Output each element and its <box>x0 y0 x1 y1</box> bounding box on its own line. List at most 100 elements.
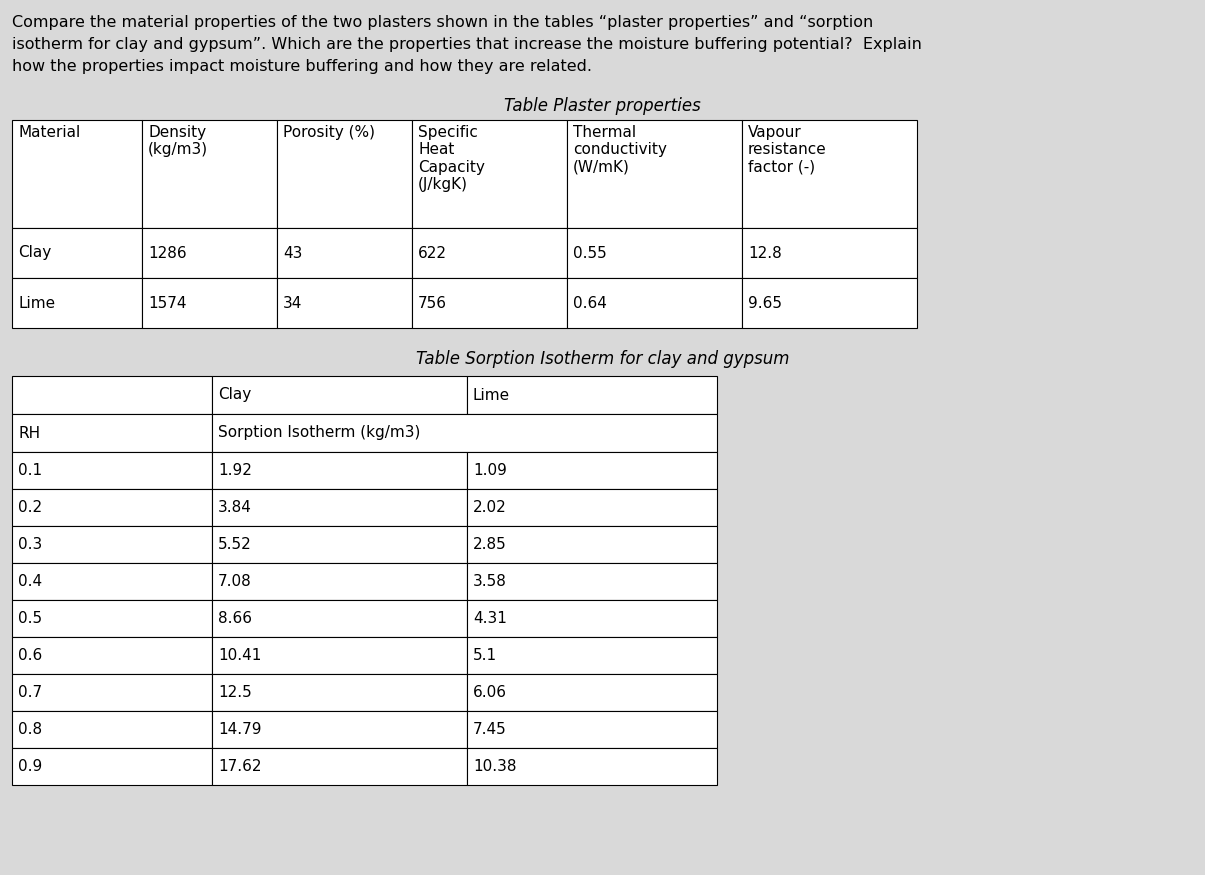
Text: 7.08: 7.08 <box>218 574 252 589</box>
Bar <box>468 637 717 674</box>
Text: 2.85: 2.85 <box>474 537 507 552</box>
Bar <box>568 228 742 278</box>
Bar <box>742 278 917 328</box>
Bar <box>412 120 568 228</box>
Bar <box>568 120 742 228</box>
Text: 3.84: 3.84 <box>218 500 252 515</box>
Bar <box>412 228 568 278</box>
Text: 12.5: 12.5 <box>218 685 252 700</box>
Text: 10.41: 10.41 <box>218 648 261 663</box>
Bar <box>12 563 212 600</box>
Text: 0.64: 0.64 <box>574 296 607 311</box>
Text: 0.4: 0.4 <box>18 574 42 589</box>
Text: Material: Material <box>18 125 81 140</box>
Text: 0.9: 0.9 <box>18 759 42 774</box>
Bar <box>12 600 212 637</box>
Text: Lime: Lime <box>18 296 55 311</box>
Bar <box>12 711 212 748</box>
Text: 10.38: 10.38 <box>474 759 517 774</box>
Bar <box>468 563 717 600</box>
Text: 14.79: 14.79 <box>218 722 261 737</box>
Bar <box>12 748 212 785</box>
Bar <box>212 563 468 600</box>
Bar <box>468 452 717 489</box>
Text: Clay: Clay <box>18 246 52 261</box>
Text: 0.1: 0.1 <box>18 463 42 478</box>
Text: 0.7: 0.7 <box>18 685 42 700</box>
Bar <box>12 278 142 328</box>
Text: how the properties impact moisture buffering and how they are related.: how the properties impact moisture buffe… <box>12 59 592 74</box>
Text: 5.52: 5.52 <box>218 537 252 552</box>
Bar <box>212 748 468 785</box>
Bar <box>12 526 212 563</box>
Text: Table Sorption Isotherm for clay and gypsum: Table Sorption Isotherm for clay and gyp… <box>416 350 789 368</box>
Text: Lime: Lime <box>474 388 510 402</box>
Text: Thermal
conductivity
(W/mK): Thermal conductivity (W/mK) <box>574 125 666 175</box>
Text: 43: 43 <box>283 246 302 261</box>
Text: Sorption Isotherm (kg/m3): Sorption Isotherm (kg/m3) <box>218 425 421 440</box>
Text: 1286: 1286 <box>148 246 187 261</box>
Bar <box>468 711 717 748</box>
Text: Table Plaster properties: Table Plaster properties <box>504 97 701 115</box>
Text: RH: RH <box>18 425 40 440</box>
Bar <box>12 376 212 414</box>
Bar <box>742 120 917 228</box>
Text: 0.5: 0.5 <box>18 611 42 626</box>
Bar <box>568 278 742 328</box>
Bar <box>142 120 277 228</box>
Bar <box>212 600 468 637</box>
Bar <box>212 526 468 563</box>
Bar <box>12 414 212 452</box>
Text: 0.8: 0.8 <box>18 722 42 737</box>
Text: Porosity (%): Porosity (%) <box>283 125 375 140</box>
Text: 6.06: 6.06 <box>474 685 507 700</box>
Bar <box>12 228 142 278</box>
Bar <box>277 120 412 228</box>
Text: Specific
Heat
Capacity
(J/kgK): Specific Heat Capacity (J/kgK) <box>418 125 484 192</box>
Text: 2.02: 2.02 <box>474 500 507 515</box>
Bar <box>212 674 468 711</box>
Text: 34: 34 <box>283 296 302 311</box>
Bar <box>12 489 212 526</box>
Bar <box>412 278 568 328</box>
Bar <box>212 414 717 452</box>
Bar <box>212 376 468 414</box>
Text: 0.2: 0.2 <box>18 500 42 515</box>
Bar <box>468 526 717 563</box>
Text: Vapour
resistance
factor (-): Vapour resistance factor (-) <box>748 125 827 175</box>
Bar <box>212 637 468 674</box>
Bar <box>12 674 212 711</box>
Text: 8.66: 8.66 <box>218 611 252 626</box>
Bar <box>468 748 717 785</box>
Text: 12.8: 12.8 <box>748 246 782 261</box>
Bar <box>212 711 468 748</box>
Bar <box>142 278 277 328</box>
Text: 17.62: 17.62 <box>218 759 261 774</box>
Bar <box>212 452 468 489</box>
Text: 0.55: 0.55 <box>574 246 607 261</box>
Bar <box>468 674 717 711</box>
Bar <box>742 228 917 278</box>
Text: 0.6: 0.6 <box>18 648 42 663</box>
Text: 5.1: 5.1 <box>474 648 498 663</box>
Text: Clay: Clay <box>218 388 252 402</box>
Text: 7.45: 7.45 <box>474 722 507 737</box>
Text: 1.92: 1.92 <box>218 463 252 478</box>
Text: 3.58: 3.58 <box>474 574 507 589</box>
Bar <box>468 489 717 526</box>
Text: 4.31: 4.31 <box>474 611 507 626</box>
Bar <box>277 278 412 328</box>
Bar <box>468 600 717 637</box>
Bar <box>212 489 468 526</box>
Text: Density
(kg/m3): Density (kg/m3) <box>148 125 208 158</box>
Text: 9.65: 9.65 <box>748 296 782 311</box>
Text: isotherm for clay and gypsum”. Which are the properties that increase the moistu: isotherm for clay and gypsum”. Which are… <box>12 37 922 52</box>
Text: 622: 622 <box>418 246 447 261</box>
Bar <box>142 228 277 278</box>
Text: 1.09: 1.09 <box>474 463 507 478</box>
Text: 1574: 1574 <box>148 296 187 311</box>
Text: Compare the material properties of the two plasters shown in the tables “plaster: Compare the material properties of the t… <box>12 15 874 30</box>
Text: 0.3: 0.3 <box>18 537 42 552</box>
Bar <box>12 637 212 674</box>
Bar <box>277 228 412 278</box>
